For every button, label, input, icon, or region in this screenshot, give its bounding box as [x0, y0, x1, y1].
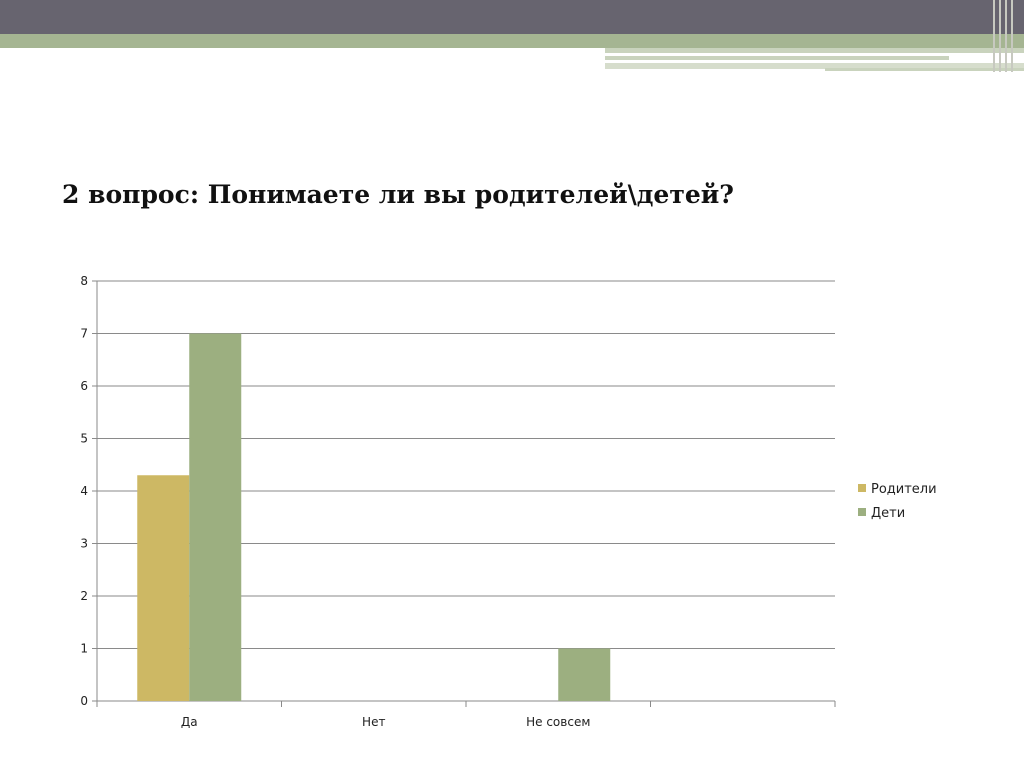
x-tick-label: Да [181, 715, 198, 729]
y-tick-label: 5 [80, 432, 88, 446]
legend-swatch [858, 484, 866, 492]
decor-vertical-line [993, 0, 995, 72]
y-tick-label: 8 [80, 274, 88, 288]
y-tick-label: 2 [80, 589, 88, 603]
slide-top-bar [0, 0, 1024, 34]
bar-1-0 [189, 333, 242, 701]
y-tick-label: 6 [80, 379, 88, 393]
y-tick-label: 4 [80, 484, 88, 498]
decor-vertical-line [999, 0, 1001, 72]
x-tick-label: Нет [362, 715, 385, 729]
bar-0-0 [137, 475, 190, 701]
slide-stripe [605, 56, 949, 60]
slide-accent-band [0, 34, 1024, 48]
page-title: 2 вопрос: Понимаете ли вы родителей\дете… [62, 180, 734, 209]
bar-1-2 [558, 648, 611, 701]
slide-band-gap [0, 48, 605, 52]
decor-vertical-line [1011, 0, 1013, 72]
slide-stripe [605, 48, 1024, 53]
legend-swatch [858, 508, 866, 516]
legend-label: Родители [871, 482, 937, 497]
y-tick-label: 0 [80, 694, 88, 708]
slide-stripe [825, 68, 1024, 71]
decor-vertical-line [1005, 0, 1007, 72]
y-tick-label: 1 [80, 642, 88, 656]
y-tick-label: 3 [80, 537, 88, 551]
x-tick-label: Не совсем [526, 715, 590, 729]
slide-stripe [605, 63, 1024, 69]
y-tick-label: 7 [80, 327, 88, 341]
legend-label: Дети [871, 506, 905, 521]
